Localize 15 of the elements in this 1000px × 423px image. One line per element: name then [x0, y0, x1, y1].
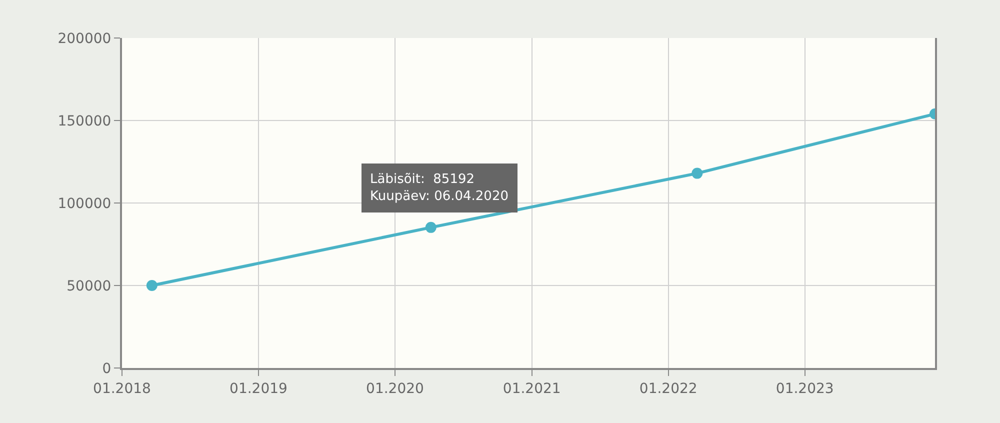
y-tick-label: 200000: [58, 30, 112, 47]
point: [146, 280, 158, 291]
point: [692, 168, 703, 179]
annotation: Läbisõit: 85192 Kuupäev: 06.04.2020: [370, 172, 508, 204]
x-tick-label: 01.2018: [93, 380, 151, 397]
y-tick-label: 100000: [58, 196, 112, 212]
y-tick-label: 50000: [66, 278, 112, 294]
point: [425, 222, 436, 233]
x-tick-label: 01.2022: [639, 380, 698, 397]
x-tick-label: 01.2023: [776, 380, 834, 397]
x-tick-label: 01.2021: [502, 380, 561, 397]
y-tick-label: 0: [102, 360, 112, 377]
y-tick-label: 150000: [58, 113, 112, 130]
x-tick-label: 01.2020: [366, 380, 424, 397]
x-tick-label: 01.2019: [230, 380, 288, 397]
